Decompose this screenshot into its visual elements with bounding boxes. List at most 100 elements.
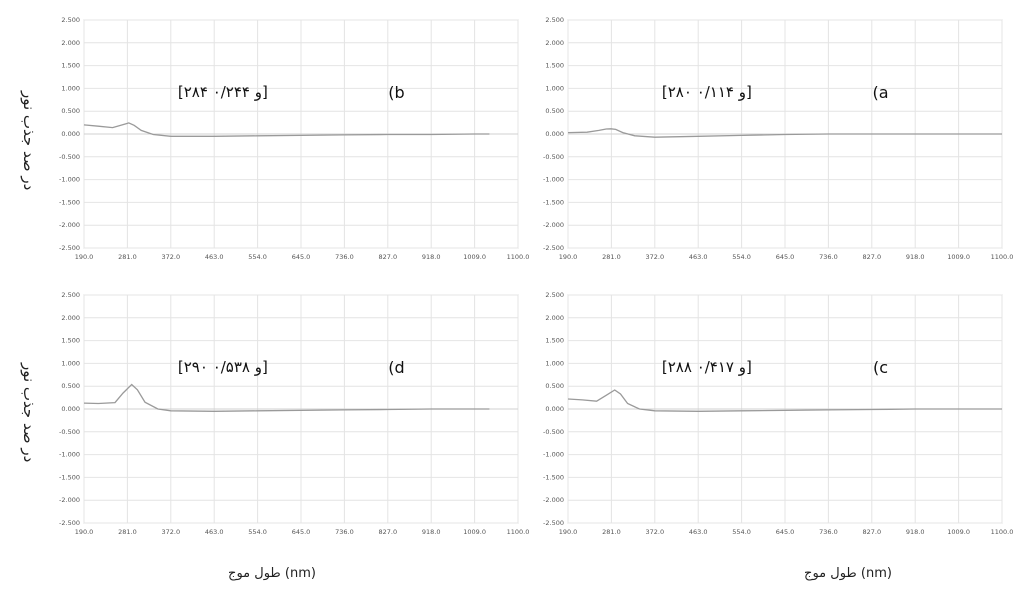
y-tick-label: -2.000 bbox=[543, 496, 564, 504]
x-tick-label: 1009.0 bbox=[463, 528, 486, 536]
y-tick-label: -1.500 bbox=[543, 198, 564, 206]
y-tick-label: 1.500 bbox=[61, 62, 80, 70]
x-tick-label: 281.0 bbox=[602, 528, 621, 536]
x-tick-label: 190.0 bbox=[75, 528, 94, 536]
x-tick-label: 554.0 bbox=[732, 528, 751, 536]
x-tick-label: 918.0 bbox=[422, 528, 441, 536]
x-axis-title-left: طول موج (nm) bbox=[228, 566, 316, 581]
panel-label: (d bbox=[388, 358, 404, 377]
y-tick-label: 0.000 bbox=[545, 405, 564, 413]
x-tick-label: 463.0 bbox=[689, 253, 708, 261]
x-tick-label: 281.0 bbox=[602, 253, 621, 261]
y-tick-label: 0.500 bbox=[61, 107, 80, 115]
panel-label: (a bbox=[872, 83, 888, 102]
y-tick-label: -0.500 bbox=[59, 428, 80, 436]
x-tick-label: 1009.0 bbox=[947, 253, 970, 261]
x-tick-label: 372.0 bbox=[161, 253, 180, 261]
y-tick-label: -2.000 bbox=[543, 221, 564, 229]
x-tick-label: 372.0 bbox=[645, 253, 664, 261]
x-tick-label: 736.0 bbox=[819, 253, 838, 261]
x-tick-label: 645.0 bbox=[776, 528, 795, 536]
y-axis-title-top: در صد جذب نور bbox=[20, 91, 38, 191]
y-tick-label: 1.500 bbox=[61, 337, 80, 345]
y-tick-label: -2.500 bbox=[543, 244, 564, 252]
x-tick-label: 827.0 bbox=[378, 528, 397, 536]
y-tick-label: 1.000 bbox=[545, 359, 564, 367]
y-tick-label: -2.500 bbox=[543, 519, 564, 527]
y-tick-label: 1.500 bbox=[545, 337, 564, 345]
x-tick-label: 827.0 bbox=[862, 253, 881, 261]
x-tick-label: 281.0 bbox=[118, 253, 137, 261]
x-tick-label: 1100.0 bbox=[991, 253, 1014, 261]
x-tick-label: 190.0 bbox=[559, 528, 578, 536]
y-tick-label: 0.000 bbox=[61, 405, 80, 413]
spectrum-line bbox=[83, 122, 490, 137]
panel-label: (b bbox=[388, 83, 404, 102]
x-tick-label: 1100.0 bbox=[507, 253, 530, 261]
y-tick-label: -1.000 bbox=[543, 176, 564, 184]
x-tick-label: 918.0 bbox=[906, 253, 925, 261]
x-tick-label: 645.0 bbox=[776, 253, 795, 261]
x-tick-label: 736.0 bbox=[819, 528, 838, 536]
y-tick-label: 1.500 bbox=[545, 62, 564, 70]
y-tick-label: 0.500 bbox=[61, 382, 80, 390]
x-tick-label: 372.0 bbox=[645, 528, 664, 536]
y-tick-label: 2.000 bbox=[545, 314, 564, 322]
x-tick-label: 1100.0 bbox=[507, 528, 530, 536]
y-tick-label: 0.000 bbox=[61, 130, 80, 138]
y-tick-label: -2.000 bbox=[59, 221, 80, 229]
panel-label: (c bbox=[873, 358, 888, 377]
chart-panel-4: 190.0 281.0 372.0 463.0 554.0 645.0 736.0 827.0… bbox=[59, 291, 529, 536]
peak-annotation: [۲۸۴ و ۰/۲۴۴] bbox=[178, 83, 268, 101]
peak-annotation: [۲۸۸ و ۰/۴۱۷] bbox=[662, 358, 752, 376]
spectrum-line bbox=[567, 389, 1002, 412]
y-tick-label: 2.000 bbox=[545, 39, 564, 47]
spectrum-line bbox=[567, 128, 1002, 138]
y-tick-label: -2.500 bbox=[59, 244, 80, 252]
x-tick-label: 1009.0 bbox=[947, 528, 970, 536]
x-tick-label: 736.0 bbox=[335, 253, 354, 261]
y-axis-title-bottom: در صد جذب نور bbox=[20, 363, 38, 463]
x-tick-label: 827.0 bbox=[862, 528, 881, 536]
y-tick-label: 2.000 bbox=[61, 314, 80, 322]
y-tick-label: 2.500 bbox=[61, 291, 80, 299]
x-tick-label: 190.0 bbox=[559, 253, 578, 261]
x-tick-label: 281.0 bbox=[118, 528, 137, 536]
y-tick-label: -1.000 bbox=[59, 451, 80, 459]
x-tick-label: 190.0 bbox=[75, 253, 94, 261]
chart-panel-3: 190.0 281.0 372.0 463.0 554.0 645.0 736.0 827.0… bbox=[543, 291, 1013, 536]
y-tick-label: -2.000 bbox=[59, 496, 80, 504]
x-tick-label: 1009.0 bbox=[463, 253, 486, 261]
x-tick-label: 554.0 bbox=[248, 253, 267, 261]
y-tick-label: -0.500 bbox=[543, 153, 564, 161]
y-tick-label: -2.500 bbox=[59, 519, 80, 527]
x-tick-label: 918.0 bbox=[906, 528, 925, 536]
y-tick-label: -0.500 bbox=[59, 153, 80, 161]
y-tick-label: 2.500 bbox=[545, 16, 564, 24]
y-tick-label: -1.000 bbox=[59, 176, 80, 184]
x-tick-label: 827.0 bbox=[378, 253, 397, 261]
x-tick-label: 463.0 bbox=[205, 528, 224, 536]
y-tick-label: 2.500 bbox=[61, 16, 80, 24]
y-tick-label: 1.000 bbox=[61, 84, 80, 92]
x-tick-label: 645.0 bbox=[292, 528, 311, 536]
x-tick-label: 463.0 bbox=[205, 253, 224, 261]
spectrum-line bbox=[83, 383, 490, 412]
y-tick-label: -1.500 bbox=[59, 198, 80, 206]
x-tick-label: 463.0 bbox=[689, 528, 708, 536]
y-tick-label: 1.000 bbox=[545, 84, 564, 92]
y-tick-label: -1.000 bbox=[543, 451, 564, 459]
x-tick-label: 918.0 bbox=[422, 253, 441, 261]
peak-annotation: [۲۸۰ و ۰/۱۱۴] bbox=[662, 83, 752, 101]
peak-annotation: [۲۹۰ و ۰/۵۳۸] bbox=[178, 358, 268, 376]
y-tick-label: 0.500 bbox=[545, 382, 564, 390]
y-tick-label: 0.500 bbox=[545, 107, 564, 115]
x-tick-label: 554.0 bbox=[732, 253, 751, 261]
y-tick-label: 2.000 bbox=[61, 39, 80, 47]
chart-panel-1: 190.0 281.0 372.0 463.0 554.0 645.0 736.0 827.0… bbox=[543, 16, 1013, 261]
x-tick-label: 736.0 bbox=[335, 528, 354, 536]
y-tick-label: 2.500 bbox=[545, 291, 564, 299]
x-tick-label: 554.0 bbox=[248, 528, 267, 536]
y-tick-label: -1.500 bbox=[59, 473, 80, 481]
